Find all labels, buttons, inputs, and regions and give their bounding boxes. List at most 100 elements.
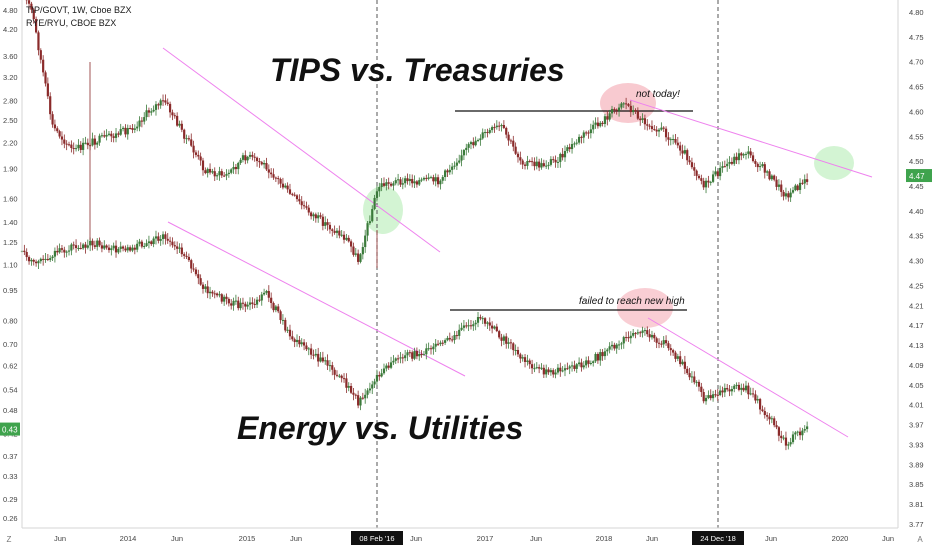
tips-bar-candle bbox=[131, 128, 133, 130]
right-axis-tick-label: 4.01 bbox=[909, 401, 924, 410]
energy-bar-candle bbox=[623, 337, 625, 343]
tips-bar-candle bbox=[117, 133, 119, 134]
tips-bar-candle bbox=[75, 148, 77, 149]
energy-bar-candle bbox=[117, 249, 119, 252]
symbol-header: TIP/GOVT, 1W, Cboe BZX RYE/RYU, CBOE BZX bbox=[26, 4, 132, 30]
energy-bar-candle bbox=[61, 248, 63, 250]
energy-bar-candle bbox=[369, 389, 371, 391]
energy-bar-candle bbox=[700, 387, 702, 392]
energy-bar-candle bbox=[550, 370, 552, 372]
tips-bar-candle bbox=[449, 170, 451, 172]
right-axis-tick-label: 4.40 bbox=[909, 207, 924, 216]
tips-bar-candle bbox=[272, 174, 274, 177]
tips-bar-candle bbox=[54, 125, 56, 129]
energy-bar-candle bbox=[37, 261, 39, 263]
tips-bar-candle bbox=[531, 161, 533, 162]
energy-bar-candle bbox=[402, 357, 404, 358]
energy-bar-candle bbox=[489, 322, 491, 325]
tips-bar-candle bbox=[247, 157, 249, 160]
energy-bar-candle bbox=[89, 241, 91, 246]
energy-bar-candle bbox=[164, 234, 166, 239]
tips-bar-candle bbox=[651, 126, 653, 129]
tips-bar-candle bbox=[484, 132, 486, 133]
tips-bar-candle bbox=[66, 144, 68, 145]
tips-bar-candle bbox=[47, 83, 49, 96]
energy-bar-candle bbox=[162, 234, 164, 239]
tips-bar-candle bbox=[127, 128, 129, 134]
energy-bar-candle bbox=[644, 330, 646, 331]
energy-bar-candle bbox=[465, 325, 467, 326]
energy-bar-candle bbox=[562, 370, 564, 371]
tips-bar-candle bbox=[167, 103, 169, 104]
tips-bar-candle bbox=[192, 146, 194, 153]
tips-bar-candle bbox=[618, 108, 620, 111]
energy-bar-candle bbox=[383, 369, 385, 374]
energy-bar-candle bbox=[326, 360, 328, 365]
energy-bar-candle bbox=[686, 369, 688, 373]
energy-bar-candle bbox=[552, 370, 554, 374]
tips-bar-candle bbox=[566, 147, 568, 151]
energy-bar-candle bbox=[766, 415, 768, 417]
energy-bar-candle bbox=[178, 248, 180, 249]
energy-bar-candle bbox=[348, 386, 350, 388]
energy-bar-candle bbox=[157, 236, 159, 240]
energy-bar-candle bbox=[183, 254, 185, 256]
right-axis-tick-label: 4.21 bbox=[909, 301, 924, 310]
left-axis-tick-label: 1.10 bbox=[3, 260, 18, 269]
tips-bar-candle bbox=[174, 115, 176, 116]
energy-bar-candle bbox=[439, 343, 441, 344]
energy-bar-candle bbox=[658, 343, 660, 344]
tips-bar-candle bbox=[153, 110, 155, 111]
energy-bar-candle bbox=[761, 409, 763, 411]
tips-bar-candle bbox=[124, 128, 126, 135]
tips-bar-candle bbox=[261, 162, 263, 164]
left-axis-tick-label: 1.90 bbox=[3, 164, 18, 173]
energy-bar-candle bbox=[672, 350, 674, 352]
tips-bar-candle bbox=[113, 136, 115, 138]
tips-bar-candle bbox=[757, 164, 759, 167]
tips-bar-candle bbox=[625, 103, 627, 104]
tips-bar-candle bbox=[63, 140, 65, 144]
tips-bar-candle bbox=[773, 176, 775, 180]
symbol-title[interactable]: TIP/GOVT, 1W, Cboe BZX bbox=[26, 4, 132, 17]
tips-bar-candle bbox=[350, 241, 352, 246]
energy-bar-candle bbox=[503, 336, 505, 340]
energy-bar-candle bbox=[228, 299, 230, 303]
energy-bar-candle bbox=[806, 426, 808, 429]
energy-bar-candle bbox=[602, 352, 604, 356]
timezone-badge[interactable]: Z bbox=[2, 533, 16, 547]
tips-bar-candle bbox=[357, 253, 359, 261]
tips-bar-candle bbox=[385, 182, 387, 186]
energy-bar-candle bbox=[301, 342, 303, 344]
tips-bar-candle bbox=[698, 176, 700, 178]
energy-bar-candle bbox=[590, 363, 592, 364]
tips-bar-candle bbox=[649, 126, 651, 127]
energy-bar-candle bbox=[270, 298, 272, 303]
tips-bar-candle bbox=[84, 143, 86, 144]
energy-bar-candle bbox=[446, 338, 448, 340]
energy-bar-candle bbox=[656, 338, 658, 342]
energy-bar-candle bbox=[468, 325, 470, 326]
auto-scale-badge[interactable]: A bbox=[913, 533, 927, 547]
tips-bar-candle bbox=[435, 177, 437, 181]
tips-bar-candle bbox=[115, 133, 117, 137]
left-axis-tick-label: 2.20 bbox=[3, 139, 18, 148]
tips-bar-candle bbox=[270, 173, 272, 175]
energy-bar-candle bbox=[750, 393, 752, 394]
tips-bar-candle bbox=[456, 163, 458, 166]
energy-bar-candle bbox=[251, 302, 253, 304]
symbol-subtitle[interactable]: RYE/RYU, CBOE BZX bbox=[26, 17, 132, 30]
energy-bar-candle bbox=[515, 350, 517, 351]
energy-bar-candle bbox=[663, 340, 665, 344]
tips-bar-candle bbox=[303, 205, 305, 206]
tips-bar-candle bbox=[80, 145, 82, 150]
energy-bar-candle bbox=[463, 325, 465, 327]
tips-bar-candle bbox=[700, 178, 702, 181]
tips-bar-candle bbox=[388, 182, 390, 183]
tips-bar-candle bbox=[522, 160, 524, 164]
tips-bar-candle bbox=[232, 167, 234, 169]
tips-bar-candle bbox=[348, 238, 350, 241]
energy-bar-candle bbox=[510, 342, 512, 343]
energy-bar-candle bbox=[256, 300, 258, 305]
left-axis-tick-label: 0.37 bbox=[3, 452, 18, 461]
